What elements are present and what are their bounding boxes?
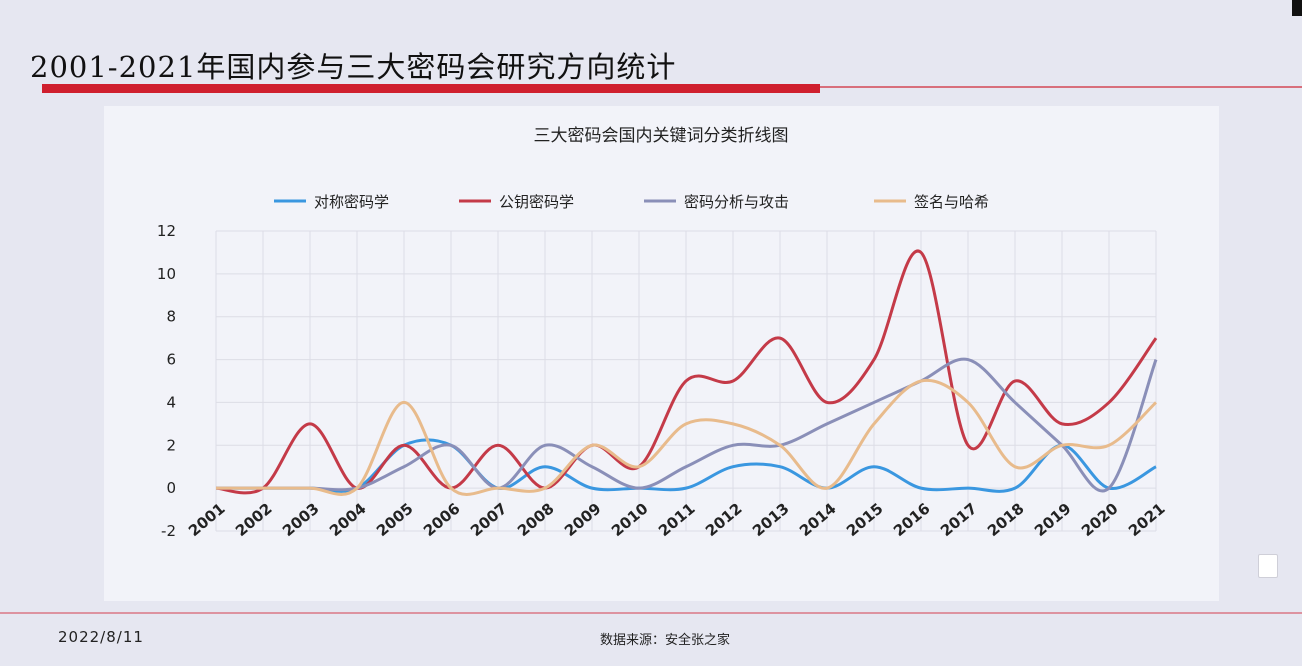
footer-rule — [0, 612, 1302, 614]
legend-label: 对称密码学 — [314, 193, 389, 211]
x-tick-label: 2008 — [514, 499, 558, 540]
x-tick-label: 2013 — [749, 499, 793, 540]
y-tick-label: 0 — [166, 479, 176, 497]
x-tick-label: 2020 — [1078, 499, 1122, 540]
y-tick-label: 8 — [166, 308, 176, 326]
x-tick-label: 2014 — [796, 499, 840, 540]
line-chart: 三大密码会国内关键词分类折线图 对称密码学 公钥密码学 密码分析与攻击 签名与哈希 -… — [157, 126, 1169, 540]
x-tick-label: 2004 — [326, 499, 370, 540]
chart-title: 三大密码会国内关键词分类折线图 — [534, 126, 789, 146]
x-tick-label: 2002 — [232, 499, 276, 540]
series-line-2 — [215, 249, 1158, 495]
legend-label: 密码分析与攻击 — [684, 193, 789, 211]
corner-mark — [1292, 0, 1302, 16]
y-axis: -2 0 2 4 6 8 10 12 — [157, 222, 176, 540]
x-tick-label: 2019 — [1031, 499, 1075, 540]
series-layer — [215, 249, 1158, 496]
x-tick-label: 2010 — [608, 499, 652, 540]
x-axis: 2001 2002 2003 2004 2005 2006 2007 2008 2009 2010… — [185, 499, 1169, 540]
x-tick-label: 2003 — [279, 499, 323, 540]
x-tick-label: 2016 — [890, 499, 934, 540]
y-tick-label: 4 — [166, 393, 176, 411]
x-tick-label: 2005 — [373, 499, 417, 540]
legend-label: 公钥密码学 — [499, 193, 574, 211]
series-line-3 — [216, 357, 1158, 493]
series-line-4 — [216, 378, 1158, 496]
x-tick-label: 2015 — [843, 499, 887, 540]
legend-item: 对称密码学 — [274, 193, 389, 211]
legend-item: 签名与哈希 — [874, 193, 989, 211]
y-tick-label: 6 — [166, 351, 176, 369]
y-tick-label: -2 — [161, 522, 176, 540]
x-tick-label: 2012 — [702, 499, 746, 540]
footer-date: 2022/8/11 — [58, 628, 144, 646]
footer-source: 数据来源：安全张之家 — [600, 633, 731, 648]
legend-label: 签名与哈希 — [914, 193, 989, 211]
x-tick-label: 2011 — [655, 499, 699, 540]
title-underline-rule — [820, 86, 1302, 88]
slide-title: 2001-2021年国内参与三大密码会研究方向统计 — [30, 50, 677, 84]
chart-legend: 对称密码学 公钥密码学 密码分析与攻击 签名与哈希 — [274, 193, 989, 211]
x-tick-label: 2021 — [1125, 499, 1169, 540]
series-line-1 — [216, 438, 1157, 493]
chart-panel: 三大密码会国内关键词分类折线图 对称密码学 公钥密码学 密码分析与攻击 签名与哈希 -… — [104, 106, 1219, 601]
x-tick-label: 2009 — [561, 499, 605, 540]
legend-item: 密码分析与攻击 — [644, 193, 789, 211]
x-tick-label: 2018 — [984, 499, 1028, 540]
y-tick-label: 10 — [157, 265, 176, 283]
x-tick-label: 2017 — [937, 499, 981, 540]
y-tick-label: 12 — [157, 222, 176, 240]
scroll-handle[interactable] — [1258, 554, 1278, 578]
x-tick-label: 2001 — [185, 499, 229, 540]
title-underline-bar — [42, 84, 820, 93]
y-tick-label: 2 — [166, 436, 176, 454]
x-tick-label: 2006 — [420, 499, 464, 540]
x-tick-label: 2007 — [467, 499, 511, 540]
legend-item: 公钥密码学 — [459, 193, 574, 211]
